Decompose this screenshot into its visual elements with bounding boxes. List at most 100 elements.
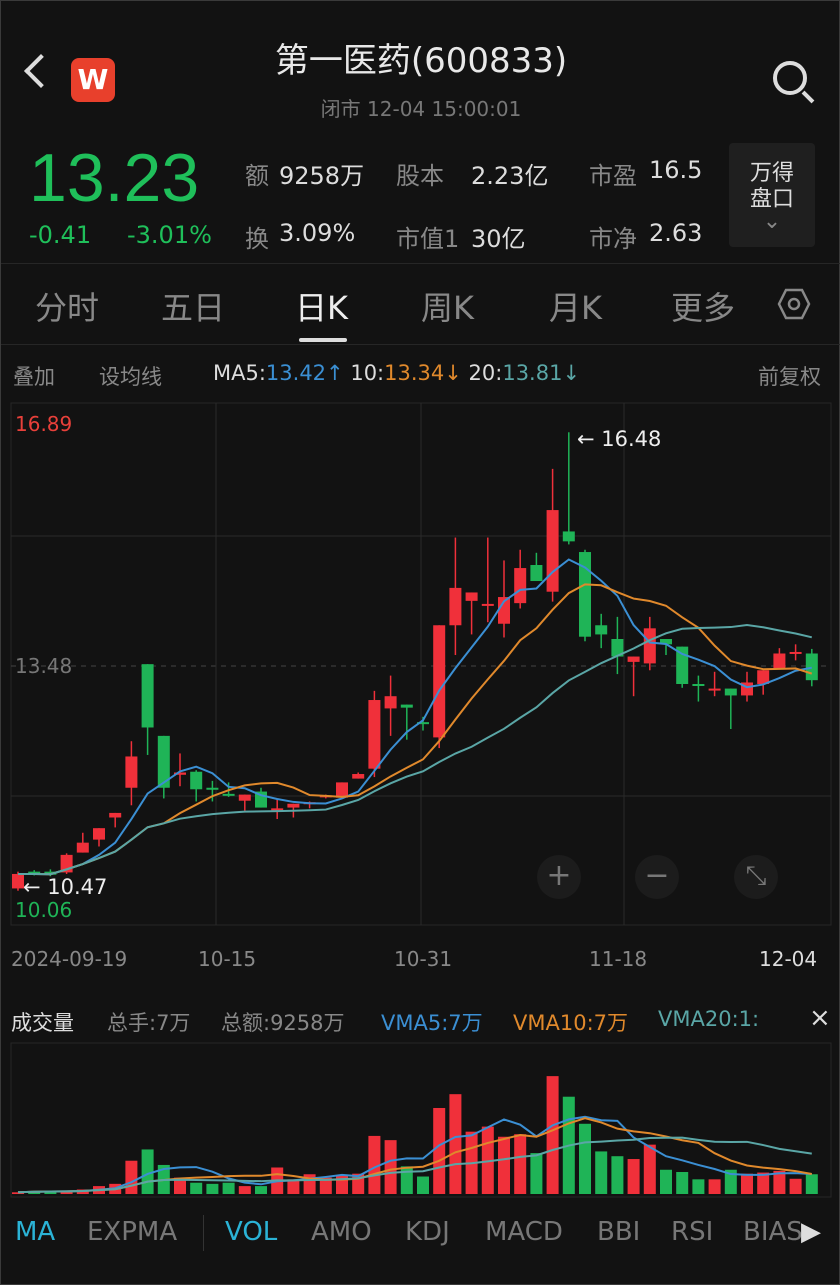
- volume-bar: [12, 1192, 24, 1194]
- candle: [789, 651, 802, 654]
- ma20-label: 20:: [468, 361, 503, 385]
- volume-bar: [660, 1169, 672, 1194]
- tab-more[interactable]: 更多: [671, 289, 736, 327]
- volume-bar: [222, 1182, 235, 1194]
- indicator-amo[interactable]: AMO: [311, 1217, 372, 1247]
- scroll-right-icon[interactable]: ▶: [801, 1217, 821, 1247]
- volume-bar: [514, 1134, 527, 1194]
- divider: [1, 263, 840, 264]
- indicator-macd[interactable]: MACD: [485, 1217, 563, 1247]
- active-tab-indicator: [299, 338, 347, 342]
- tab-intraday[interactable]: 分时: [35, 289, 100, 327]
- candle: [157, 735, 170, 788]
- y-mid-label: 13.48: [15, 654, 72, 678]
- volume-bar: [368, 1135, 381, 1194]
- volume-title: 成交量: [11, 1011, 74, 1035]
- tab-daily-k[interactable]: 日K: [295, 289, 348, 327]
- stat-value: 2.23亿: [471, 162, 549, 190]
- volume-bar: [643, 1144, 656, 1194]
- y-min-label: 10.06: [15, 898, 72, 922]
- candle: [109, 812, 122, 818]
- volume-bar: [757, 1172, 770, 1194]
- expand-icon[interactable]: ⤡: [734, 855, 778, 899]
- volume-bar: [530, 1153, 543, 1194]
- indicator-expma[interactable]: EXPMA: [87, 1217, 178, 1247]
- stat-label: 换: [245, 225, 269, 253]
- candle: [222, 793, 235, 796]
- tab-weekly-k[interactable]: 周K: [421, 289, 474, 327]
- ma-legend: MA5:13.42↑ 10:13.34↓ 20:13.81↓: [213, 361, 580, 385]
- market-status: 闭市 12-04 15:00:01: [320, 97, 522, 121]
- volume-bar: [595, 1151, 608, 1194]
- search-icon[interactable]: [773, 61, 807, 95]
- x-tick-label: 12-04: [759, 947, 817, 971]
- volume-bar: [773, 1170, 786, 1194]
- zoom-out-button[interactable]: −: [635, 855, 679, 899]
- set-ma-button[interactable]: 设均线: [99, 365, 162, 389]
- vma5-line: [17, 1115, 812, 1194]
- overlay-button[interactable]: 叠加: [13, 365, 55, 389]
- volume-bar: [498, 1136, 510, 1194]
- vma5-value: VMA5:7万: [381, 1011, 483, 1035]
- candle: [611, 638, 624, 657]
- volume-bar: [174, 1177, 186, 1194]
- settings-icon[interactable]: [777, 287, 811, 321]
- indicator-bbi[interactable]: BBI: [597, 1217, 641, 1247]
- stat-label: 额: [245, 162, 269, 190]
- ma10-label: 10:: [350, 361, 385, 385]
- price-change-pct: -3.01%: [127, 221, 212, 249]
- candle: [546, 510, 559, 592]
- volume-bar: [724, 1169, 737, 1194]
- volume-bar: [449, 1094, 462, 1194]
- candle: [805, 653, 818, 681]
- volume-bar: [789, 1178, 802, 1194]
- candle: [93, 828, 105, 840]
- indicator-rsi[interactable]: RSI: [671, 1217, 714, 1247]
- x-tick-label: 11-18: [589, 947, 647, 971]
- price-change: -0.41: [29, 221, 92, 249]
- indicator-vol[interactable]: VOL: [225, 1217, 278, 1247]
- volume-bar: [741, 1173, 753, 1194]
- candle: [643, 628, 656, 664]
- y-max-label: 16.89: [15, 412, 72, 436]
- wind-panel-button[interactable]: 万得 盘口 ⌄: [729, 143, 815, 247]
- volume-bar: [125, 1160, 138, 1194]
- volume-bar: [708, 1179, 721, 1194]
- divider: [1, 344, 840, 345]
- candle: [190, 771, 203, 790]
- candle: [498, 597, 510, 624]
- candle: [595, 625, 608, 635]
- ma20-line: [18, 623, 813, 876]
- panel-button-line2: 盘口: [749, 187, 794, 212]
- candle: [773, 653, 786, 669]
- candle: [417, 722, 429, 725]
- candle: [724, 688, 737, 696]
- volume-bar: [546, 1076, 559, 1194]
- volume-bar: [579, 1123, 591, 1194]
- indicator-ma[interactable]: MA: [15, 1217, 56, 1247]
- low-annotation: ← 10.47: [23, 875, 107, 899]
- candle: [757, 670, 770, 685]
- ma10-value: 13.34↓: [384, 361, 462, 385]
- close-volume-button[interactable]: ×: [809, 1003, 831, 1033]
- tab-monthly-k[interactable]: 月K: [549, 289, 602, 327]
- tab-five-day[interactable]: 五日: [161, 289, 226, 327]
- candle: [579, 552, 591, 637]
- zoom-in-button[interactable]: +: [537, 855, 581, 899]
- total-hands: 总手:7万: [107, 1011, 191, 1035]
- volume-bar: [417, 1176, 429, 1194]
- last-price: 13.23: [29, 140, 200, 216]
- candlestick-chart[interactable]: 16.89 13.48 10.06 ← 16.48 ← 10.47 2024-0…: [1, 401, 840, 981]
- indicator-kdj[interactable]: KDJ: [405, 1217, 450, 1247]
- volume-bar: [255, 1186, 267, 1194]
- volume-bar: [676, 1172, 689, 1194]
- adjust-mode-button[interactable]: 前复权: [758, 365, 821, 389]
- stat-label: 股本: [396, 162, 444, 190]
- volume-bar: [692, 1179, 705, 1194]
- indicator-bias[interactable]: BIAS: [743, 1217, 803, 1247]
- stat-value: 3.09%: [279, 219, 356, 247]
- stat-value: 2.63: [649, 219, 703, 247]
- candle: [336, 782, 348, 798]
- high-annotation: ← 16.48: [577, 427, 661, 451]
- volume-bar: [206, 1183, 219, 1194]
